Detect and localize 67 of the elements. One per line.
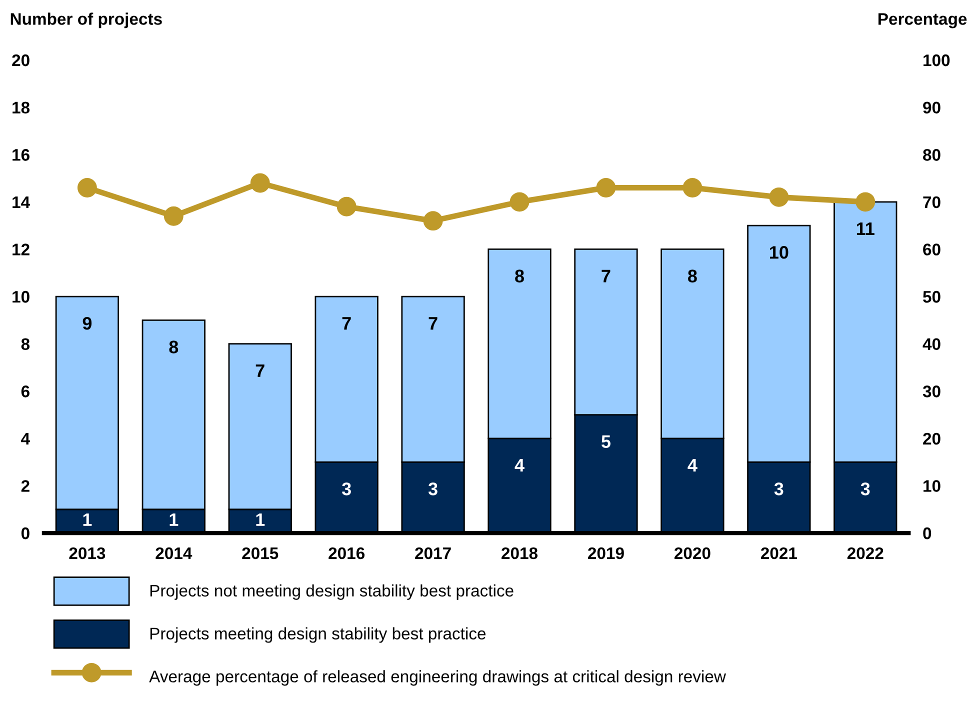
data-label: 8 xyxy=(515,270,524,282)
data-label: 7 xyxy=(602,270,610,282)
y-tick-label: 18 xyxy=(12,102,30,114)
y2-tick-label: 60 xyxy=(923,244,940,256)
legend-label: Average percentage of released engineering drawings at critical design review xyxy=(149,670,726,686)
y2-tick-label: 10 xyxy=(924,480,940,492)
point xyxy=(682,178,702,198)
y2-tick-label: 70 xyxy=(923,196,940,208)
data-label: 5 xyxy=(602,435,610,448)
y2-tick-label: 40 xyxy=(922,338,940,350)
y2-tick-label: 50 xyxy=(923,290,940,303)
y-tick-label: 10 xyxy=(12,290,30,303)
point xyxy=(164,206,184,226)
point xyxy=(423,211,443,231)
y-tick-label: 0 xyxy=(21,527,30,540)
y2-tick-label: 100 xyxy=(924,54,950,66)
data-label: 9 xyxy=(82,316,92,330)
x-tick-label: 2022 xyxy=(847,547,884,560)
y2-tick-label: 20 xyxy=(923,432,940,445)
point xyxy=(596,178,616,198)
y-tick-label: 8 xyxy=(21,338,30,350)
data-label: 10 xyxy=(770,246,788,259)
data-label: 11 xyxy=(856,222,874,235)
x-tick-label: 2017 xyxy=(415,547,451,560)
data-label: 7 xyxy=(428,317,438,330)
y-tick-label: 4 xyxy=(21,433,30,444)
x-tick-label: 2021 xyxy=(760,547,797,560)
data-label: 4 xyxy=(688,459,698,472)
point xyxy=(510,192,530,212)
data-label: 8 xyxy=(688,270,697,282)
legend-label: Projects meeting design stability best practice xyxy=(150,627,486,643)
x-tick-label: 2016 xyxy=(328,547,365,560)
data-label: 3 xyxy=(860,482,870,496)
x-tick-label: 2018 xyxy=(502,547,538,560)
point xyxy=(769,187,789,207)
y-tick-label: 14 xyxy=(12,196,30,208)
y2-tick-label: 90 xyxy=(923,102,940,114)
point xyxy=(77,178,97,198)
x-tick-label: 2014 xyxy=(156,547,192,560)
data-label: 1 xyxy=(170,513,178,526)
y2-tick-label: 80 xyxy=(923,149,940,161)
y-tick-label: 16 xyxy=(12,149,30,161)
legend-label: Projects not meeting design stability best practice xyxy=(150,584,514,600)
y2-tick-label: 0 xyxy=(923,527,932,540)
data-label: 7 xyxy=(256,364,264,377)
y-tick-label: 6 xyxy=(21,386,30,398)
data-label: 3 xyxy=(428,482,438,496)
data-label: 8 xyxy=(169,340,178,354)
data-label: 4 xyxy=(514,459,524,472)
x-tick-label: 2019 xyxy=(588,547,624,560)
point xyxy=(336,196,356,216)
point xyxy=(250,173,270,193)
y-tick-label: 12 xyxy=(12,244,30,256)
x-tick-label: 2015 xyxy=(242,547,278,560)
data-label: 1 xyxy=(256,513,265,526)
x-tick-label: 2013 xyxy=(69,547,106,560)
x-tick-label: 2020 xyxy=(674,547,710,560)
data-label: 3 xyxy=(342,482,351,496)
data-label: 3 xyxy=(774,482,784,496)
y2-axis-title: Percentage xyxy=(878,13,967,28)
point xyxy=(856,192,876,212)
data-label: 7 xyxy=(342,317,351,330)
y-axis-title: Number of projects xyxy=(10,12,162,28)
y-tick-label: 20 xyxy=(12,54,30,66)
data-label: 1 xyxy=(83,513,92,526)
y2-tick-label: 30 xyxy=(922,386,940,398)
y-tick-label: 2 xyxy=(21,480,30,492)
